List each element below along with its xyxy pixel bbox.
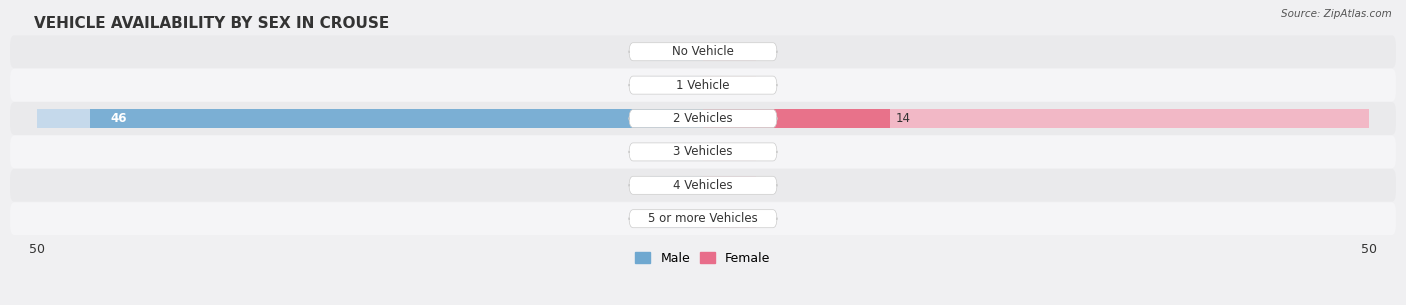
- Text: 0: 0: [710, 79, 717, 92]
- FancyBboxPatch shape: [628, 210, 778, 228]
- Text: Source: ZipAtlas.com: Source: ZipAtlas.com: [1281, 9, 1392, 19]
- Text: 0: 0: [710, 179, 717, 192]
- FancyBboxPatch shape: [10, 169, 1396, 202]
- FancyBboxPatch shape: [10, 102, 1396, 135]
- Bar: [703, 210, 756, 228]
- Text: 3 Vehicles: 3 Vehicles: [673, 145, 733, 158]
- Text: 0: 0: [689, 145, 696, 158]
- Bar: [703, 109, 890, 128]
- Bar: [650, 143, 703, 161]
- FancyBboxPatch shape: [10, 69, 1396, 102]
- Text: VEHICLE AVAILABILITY BY SEX IN CROUSE: VEHICLE AVAILABILITY BY SEX IN CROUSE: [34, 16, 389, 30]
- FancyBboxPatch shape: [10, 202, 1396, 235]
- Text: 14: 14: [896, 112, 911, 125]
- Bar: [703, 109, 1369, 128]
- Text: No Vehicle: No Vehicle: [672, 45, 734, 58]
- Text: 0: 0: [689, 212, 696, 225]
- Bar: [650, 210, 703, 228]
- Bar: [650, 43, 703, 61]
- FancyBboxPatch shape: [628, 143, 778, 161]
- Text: 0: 0: [710, 45, 717, 58]
- Text: 0: 0: [710, 145, 717, 158]
- FancyBboxPatch shape: [10, 35, 1396, 68]
- FancyBboxPatch shape: [628, 109, 778, 127]
- Bar: [650, 76, 703, 94]
- Bar: [703, 143, 756, 161]
- Text: 2 Vehicles: 2 Vehicles: [673, 112, 733, 125]
- FancyBboxPatch shape: [10, 135, 1396, 168]
- Bar: [703, 76, 756, 94]
- Text: 0: 0: [689, 45, 696, 58]
- Text: 0: 0: [689, 179, 696, 192]
- Text: 46: 46: [110, 112, 127, 125]
- FancyBboxPatch shape: [628, 76, 778, 94]
- Bar: [37, 109, 703, 128]
- Bar: [703, 176, 756, 195]
- Text: 4 Vehicles: 4 Vehicles: [673, 179, 733, 192]
- Bar: [90, 109, 703, 128]
- Text: 0: 0: [710, 212, 717, 225]
- Bar: [703, 43, 756, 61]
- FancyBboxPatch shape: [628, 176, 778, 194]
- Bar: [650, 176, 703, 195]
- Text: 1 Vehicle: 1 Vehicle: [676, 79, 730, 92]
- Legend: Male, Female: Male, Female: [630, 247, 776, 270]
- FancyBboxPatch shape: [628, 43, 778, 61]
- Text: 5 or more Vehicles: 5 or more Vehicles: [648, 212, 758, 225]
- Text: 0: 0: [689, 79, 696, 92]
